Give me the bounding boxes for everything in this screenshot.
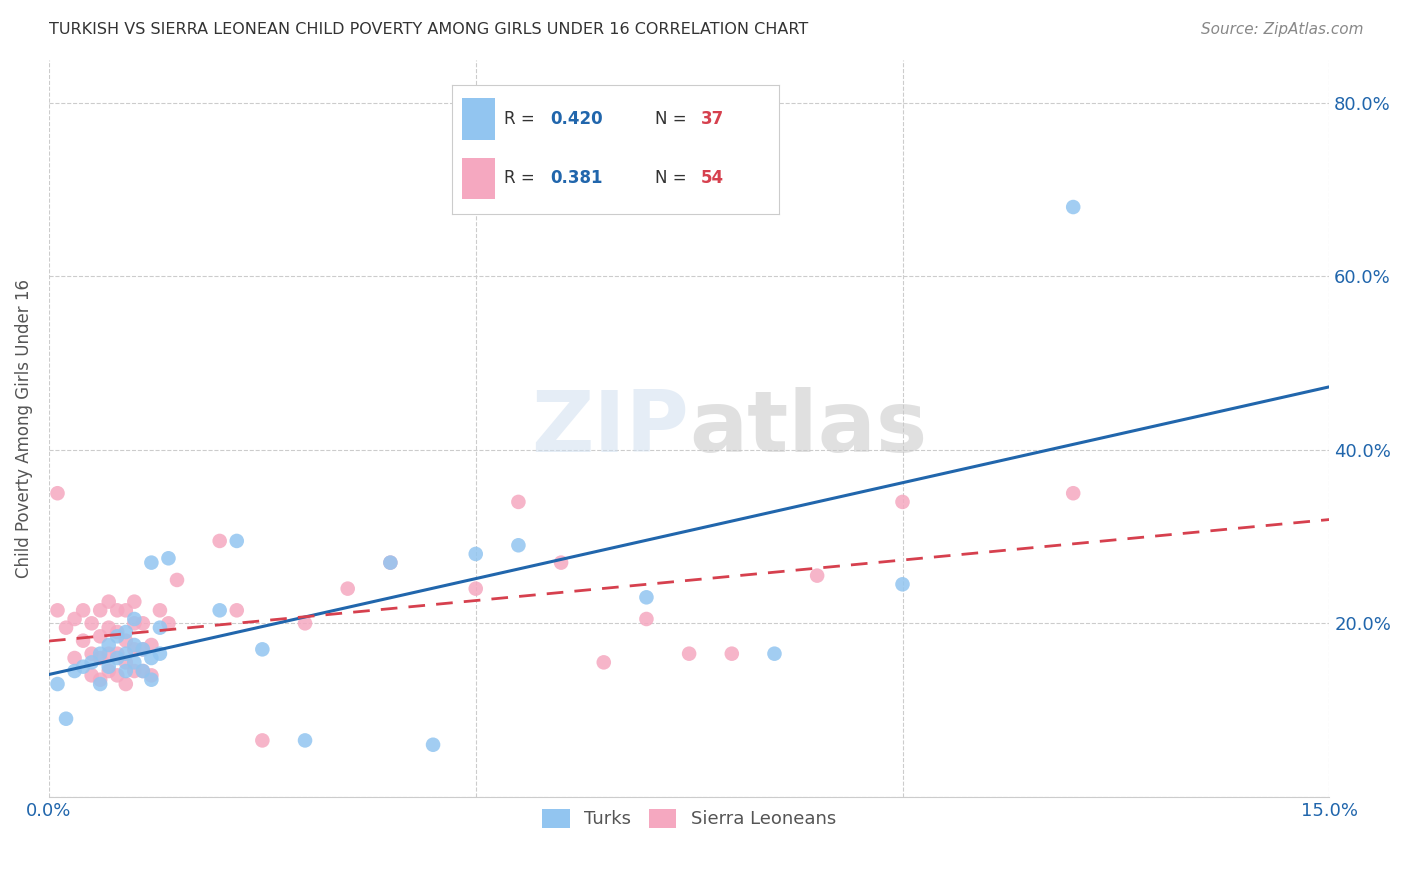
- Point: [294, 733, 316, 747]
- Point: [380, 556, 402, 570]
- Point: [105, 625, 128, 640]
- Point: [124, 616, 146, 631]
- Point: [294, 616, 316, 631]
- Point: [80, 616, 103, 631]
- Point: [89, 603, 111, 617]
- Point: [80, 647, 103, 661]
- Point: [114, 603, 136, 617]
- Point: [89, 651, 111, 665]
- Point: [80, 668, 103, 682]
- Point: [114, 656, 136, 670]
- Text: Source: ZipAtlas.com: Source: ZipAtlas.com: [1201, 22, 1364, 37]
- Point: [225, 533, 247, 548]
- Point: [124, 656, 146, 670]
- Point: [422, 738, 444, 752]
- Point: [891, 495, 914, 509]
- Point: [89, 629, 111, 643]
- Point: [105, 647, 128, 661]
- Point: [763, 647, 786, 661]
- Point: [72, 603, 94, 617]
- Text: ZIP: ZIP: [531, 387, 689, 470]
- Point: [63, 664, 86, 678]
- Point: [166, 573, 188, 587]
- Point: [550, 556, 572, 570]
- Legend: Turks, Sierra Leoneans: Turks, Sierra Leoneans: [536, 802, 844, 836]
- Point: [720, 647, 742, 661]
- Point: [114, 664, 136, 678]
- Point: [636, 591, 658, 605]
- Point: [141, 668, 163, 682]
- Point: [46, 677, 69, 691]
- Point: [132, 664, 155, 678]
- Point: [63, 612, 86, 626]
- Point: [124, 638, 146, 652]
- Point: [63, 651, 86, 665]
- Point: [141, 673, 163, 687]
- Point: [132, 616, 155, 631]
- Point: [97, 664, 120, 678]
- Point: [592, 656, 614, 670]
- Point: [89, 677, 111, 691]
- Point: [105, 651, 128, 665]
- Point: [105, 603, 128, 617]
- Point: [114, 633, 136, 648]
- Point: [55, 621, 77, 635]
- Point: [89, 647, 111, 661]
- Point: [508, 495, 530, 509]
- Point: [508, 538, 530, 552]
- Point: [141, 651, 163, 665]
- Point: [1062, 200, 1084, 214]
- Point: [72, 633, 94, 648]
- Point: [114, 625, 136, 640]
- Y-axis label: Child Poverty Among Girls Under 16: Child Poverty Among Girls Under 16: [15, 278, 32, 578]
- Point: [380, 556, 402, 570]
- Point: [132, 642, 155, 657]
- Point: [1062, 486, 1084, 500]
- Point: [124, 642, 146, 657]
- Text: TURKISH VS SIERRA LEONEAN CHILD POVERTY AMONG GIRLS UNDER 16 CORRELATION CHART: TURKISH VS SIERRA LEONEAN CHILD POVERTY …: [49, 22, 808, 37]
- Point: [464, 582, 486, 596]
- Point: [464, 547, 486, 561]
- Point: [72, 659, 94, 673]
- Point: [157, 551, 180, 566]
- Text: atlas: atlas: [689, 387, 928, 470]
- Point: [132, 642, 155, 657]
- Point: [97, 638, 120, 652]
- Point: [149, 621, 172, 635]
- Point: [97, 659, 120, 673]
- Point: [105, 629, 128, 643]
- Point: [124, 664, 146, 678]
- Point: [141, 556, 163, 570]
- Point: [114, 677, 136, 691]
- Point: [124, 612, 146, 626]
- Point: [208, 603, 231, 617]
- Point: [806, 568, 828, 582]
- Point: [46, 603, 69, 617]
- Point: [252, 642, 274, 657]
- Point: [225, 603, 247, 617]
- Point: [89, 673, 111, 687]
- Point: [141, 638, 163, 652]
- Point: [678, 647, 700, 661]
- Point: [149, 647, 172, 661]
- Point: [55, 712, 77, 726]
- Point: [46, 486, 69, 500]
- Point: [891, 577, 914, 591]
- Point: [132, 664, 155, 678]
- Point: [105, 668, 128, 682]
- Point: [636, 612, 658, 626]
- Point: [97, 621, 120, 635]
- Point: [114, 647, 136, 661]
- Point: [208, 533, 231, 548]
- Point: [97, 594, 120, 608]
- Point: [336, 582, 359, 596]
- Point: [252, 733, 274, 747]
- Point: [124, 594, 146, 608]
- Point: [97, 647, 120, 661]
- Point: [157, 616, 180, 631]
- Point: [149, 603, 172, 617]
- Point: [80, 656, 103, 670]
